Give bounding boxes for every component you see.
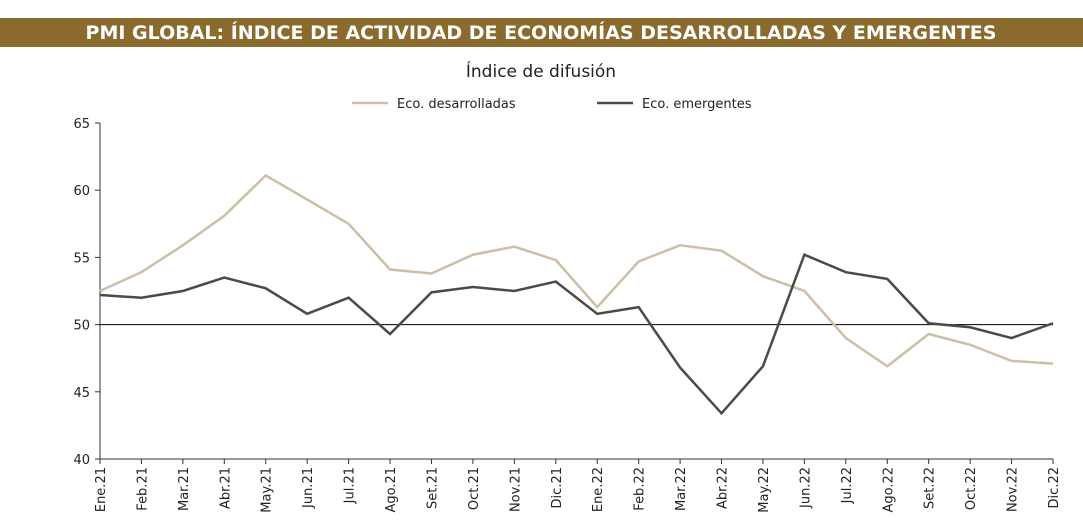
x-tick-label: Ago.22 xyxy=(881,467,896,513)
y-tick-label: 55 xyxy=(73,251,90,266)
x-tick-label: Set.21 xyxy=(425,467,440,509)
x-tick-label: Set.22 xyxy=(923,467,938,509)
y-tick-label: 65 xyxy=(73,117,90,132)
x-tick-label: Jun.22 xyxy=(798,467,813,509)
x-tick-label: Ene.22 xyxy=(591,467,606,512)
x-tick-label: Feb.21 xyxy=(135,467,150,511)
x-tick-label: Feb.22 xyxy=(633,467,648,511)
legend-label: Eco. desarrolladas xyxy=(397,97,516,112)
series-line xyxy=(99,253,1054,416)
x-tick-label: Mar.21 xyxy=(177,467,192,511)
x-tick-label: Mar.22 xyxy=(674,467,689,511)
x-tick-label: Nov.22 xyxy=(1006,467,1021,512)
x-tick-label: Dic.22 xyxy=(1047,467,1062,508)
series-line xyxy=(99,173,1054,368)
x-tick-label: Jun.21 xyxy=(301,467,316,509)
y-tick-label: 45 xyxy=(73,386,90,401)
x-tick-label: Oct.22 xyxy=(964,467,979,510)
x-tick-label: Dic.21 xyxy=(550,467,565,508)
x-tick-label: Abr.21 xyxy=(218,467,233,509)
legend-label: Eco. emergentes xyxy=(642,97,752,112)
x-tick-label: May.21 xyxy=(260,467,275,513)
x-tick-label: Oct.21 xyxy=(467,467,482,510)
x-tick-label: Jul.21 xyxy=(343,467,358,504)
x-tick-label: Ago.21 xyxy=(384,467,399,513)
x-tick-label: Ene.21 xyxy=(94,467,109,512)
title-bar xyxy=(0,18,1083,47)
y-tick-label: 40 xyxy=(73,453,90,468)
x-tick-label: May.22 xyxy=(757,467,772,513)
chart-title: PMI GLOBAL: ÍNDICE DE ACTIVIDAD DE ECONO… xyxy=(86,21,997,44)
y-tick-label: 50 xyxy=(73,319,90,334)
y-tick-label: 60 xyxy=(73,184,90,199)
x-tick-label: Jul.22 xyxy=(840,467,855,504)
x-tick-label: Abr.22 xyxy=(716,467,731,509)
chart-subtitle: Índice de difusión xyxy=(466,60,616,82)
x-tick-label: Nov.21 xyxy=(508,467,523,512)
